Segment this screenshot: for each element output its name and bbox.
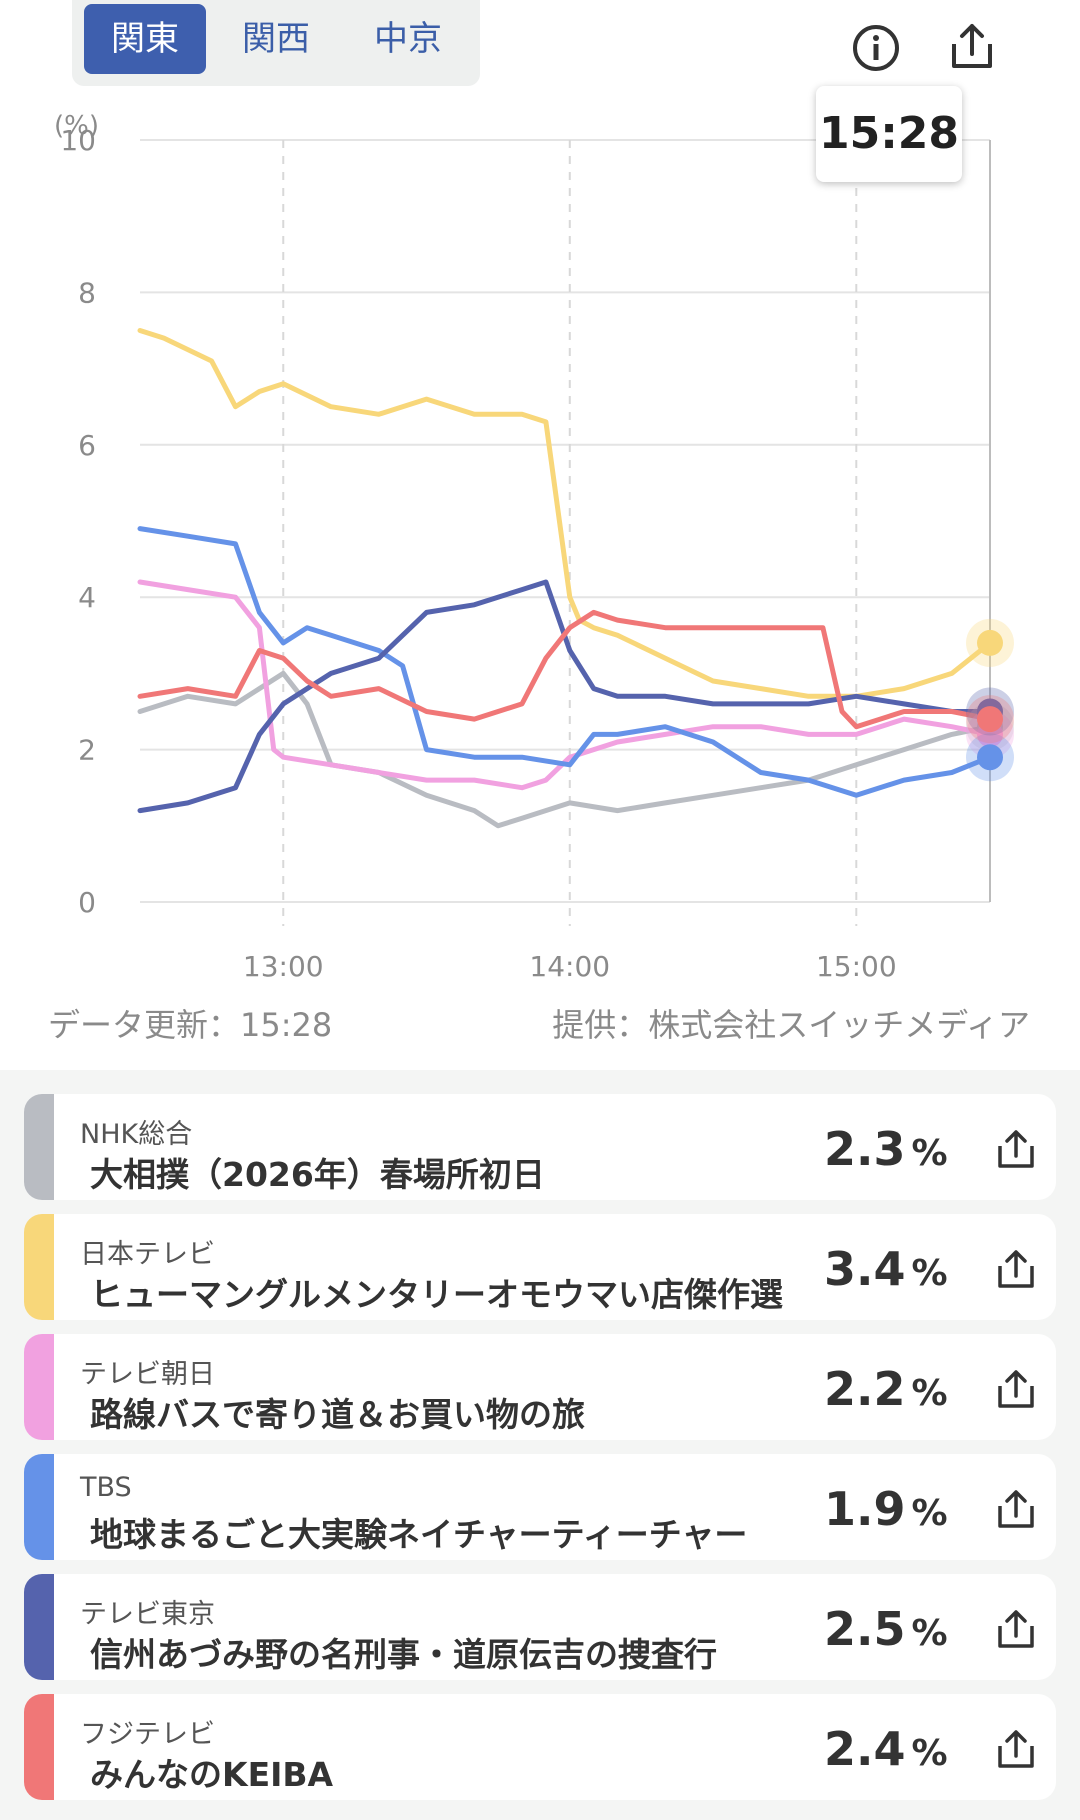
series-line [137, 670, 993, 829]
series-line [137, 609, 993, 730]
y-tick-label: 8 [78, 276, 96, 309]
program-card-fuji[interactable]: フジテレビ みんなのKEIBA 2.4% [24, 1694, 1056, 1800]
series-line [137, 328, 993, 699]
tab-kansai[interactable]: 関西 [242, 19, 310, 59]
tab-kanto[interactable]: 関東 [84, 4, 206, 74]
program-title: みんなのKEIBA [90, 1755, 334, 1794]
program-card-tvtokyo[interactable]: テレビ東京 信州あづみ野の名刑事・道原伝吉の捜査行 2.5% [24, 1574, 1056, 1680]
rating-unit: % [911, 1733, 948, 1774]
program-card-tvasahi[interactable]: テレビ朝日 路線バスで寄り道＆お買い物の旅 2.2% [24, 1334, 1056, 1440]
channel-color-bar [24, 1454, 54, 1560]
rating-unit: % [911, 1253, 948, 1294]
rating-value: 2.2% [824, 1362, 984, 1416]
program-title: 信州あづみ野の名刑事・道原伝吉の捜査行 [90, 1635, 717, 1674]
series-line [137, 579, 993, 814]
series-endpoint [977, 706, 1003, 733]
channel-name: フジテレビ [80, 1719, 215, 1750]
channel-color-bar [24, 1694, 54, 1800]
data-updated-time: データ更新：15:28 [48, 1006, 333, 1044]
channel-name: 日本テレビ [80, 1239, 215, 1270]
rating-value: 2.4% [824, 1722, 984, 1776]
share-icon[interactable] [944, 20, 1000, 76]
rating-unit: % [911, 1613, 948, 1654]
rating-unit: % [911, 1493, 948, 1534]
channel-color-bar [24, 1214, 54, 1320]
rating-number: 2.2 [824, 1362, 906, 1416]
channel-color-bar [24, 1334, 54, 1440]
program-card-ntv[interactable]: 日本テレビ ヒューマングルメンタリーオモウマい店傑作選 3.4% [24, 1214, 1056, 1320]
share-icon[interactable] [992, 1246, 1040, 1294]
channel-name: テレビ東京 [80, 1599, 215, 1630]
data-provider: 提供：株式会社スイッチメディア [552, 1006, 1030, 1044]
y-tick-label: 10 [60, 124, 96, 157]
channel-name: NHK総合 [80, 1119, 193, 1150]
tab-chukyo[interactable]: 中京 [374, 19, 442, 59]
time-tooltip: 15:28 [816, 86, 962, 182]
share-icon[interactable] [992, 1126, 1040, 1174]
series-endpoint [977, 744, 1003, 771]
y-tick-label: 0 [78, 886, 96, 919]
channel-name: テレビ朝日 [80, 1359, 215, 1390]
program-title: 地球まるごと大実験ネイチャーティーチャー [90, 1515, 748, 1554]
program-card-tbs[interactable]: TBS 地球まるごと大実験ネイチャーティーチャー 1.9% [24, 1454, 1056, 1560]
chart-panel: 関東 関西 中京 0 2 4 6 8 10 (%) 13:00 14:00 15:00 15:28… [0, 0, 1080, 1070]
rating-number: 3.4 [824, 1242, 906, 1296]
channel-color-bar [24, 1094, 54, 1200]
share-icon[interactable] [992, 1366, 1040, 1414]
series-endpoint [977, 629, 1003, 656]
rating-value: 2.3% [824, 1122, 984, 1176]
series-line [137, 579, 993, 791]
x-tick-label: 14:00 [529, 950, 610, 980]
share-icon[interactable] [992, 1726, 1040, 1774]
program-title: ヒューマングルメンタリーオモウマい店傑作選 [90, 1275, 783, 1314]
rating-number: 2.4 [824, 1722, 906, 1776]
y-tick-label: 6 [78, 429, 96, 462]
rating-value: 2.5% [824, 1602, 984, 1656]
share-icon[interactable] [992, 1606, 1040, 1654]
y-tick-label: 2 [78, 734, 96, 767]
rating-value: 3.4% [824, 1242, 984, 1296]
rating-unit: % [911, 1373, 948, 1414]
rating-value: 1.9% [824, 1482, 984, 1536]
region-tabs: 関東 関西 中京 [72, 0, 480, 86]
program-title: 大相撲（2026年）春場所初日 [90, 1155, 545, 1194]
program-title: 路線バスで寄り道＆お買い物の旅 [90, 1395, 585, 1434]
channel-color-bar [24, 1574, 54, 1680]
rating-unit: % [911, 1133, 948, 1174]
program-card-nhk[interactable]: NHK総合 大相撲（2026年）春場所初日 2.3% [24, 1094, 1056, 1200]
rating-number: 2.5 [824, 1602, 906, 1656]
y-axis-unit: (%) [54, 111, 99, 141]
y-tick-label: 4 [78, 581, 96, 614]
x-tick-label: 15:00 [816, 950, 897, 980]
x-tick-label: 13:00 [243, 950, 324, 980]
rating-number: 2.3 [824, 1122, 906, 1176]
series-line [137, 526, 993, 798]
info-icon[interactable] [848, 20, 904, 76]
channel-name: TBS [80, 1472, 132, 1503]
ratings-chart: 0 2 4 6 8 10(%) 13:00 14:00 15:00 [54, 111, 1014, 980]
share-icon[interactable] [992, 1486, 1040, 1534]
rating-number: 1.9 [824, 1482, 906, 1536]
